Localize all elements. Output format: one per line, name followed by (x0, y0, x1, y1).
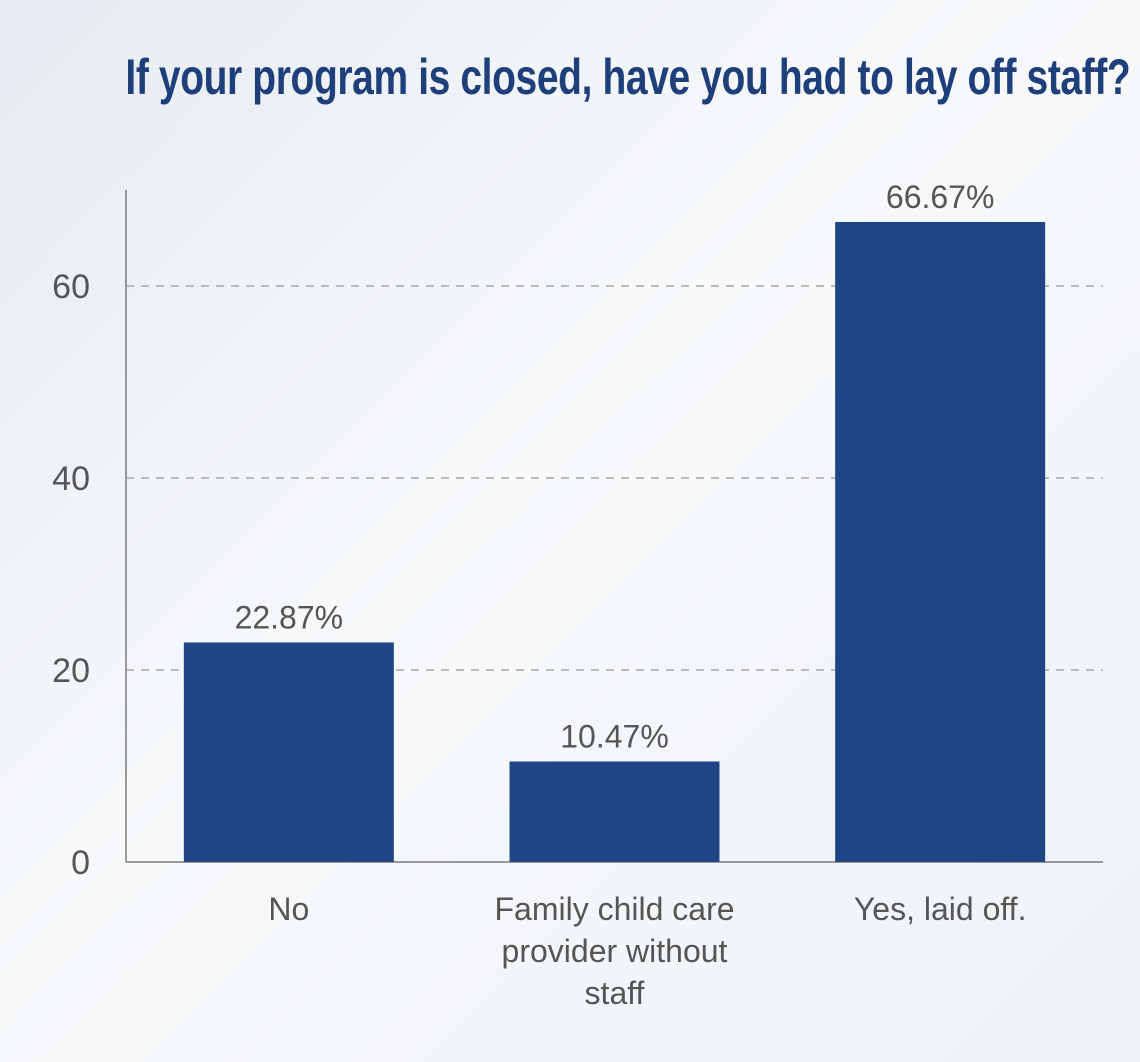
y-tick-label: 0 (71, 844, 90, 882)
bar (835, 221, 1046, 862)
data-label: 10.47% (560, 718, 669, 754)
x-tick-label: staff (585, 975, 645, 1011)
y-tick-label: 20 (52, 652, 90, 690)
chart-title: If your program is closed, have you had … (125, 49, 1131, 105)
x-tick-label: Family child care (494, 891, 734, 927)
data-label: 66.67% (886, 179, 995, 215)
x-tick-label: Yes, laid off. (854, 891, 1027, 927)
x-tick-label: provider without (502, 933, 728, 969)
data-label: 22.87% (235, 599, 344, 635)
bar (509, 761, 720, 862)
bar (183, 642, 394, 862)
y-tick-label: 60 (52, 268, 90, 306)
y-tick-label: 40 (52, 460, 90, 498)
x-tick-label: No (268, 891, 309, 927)
